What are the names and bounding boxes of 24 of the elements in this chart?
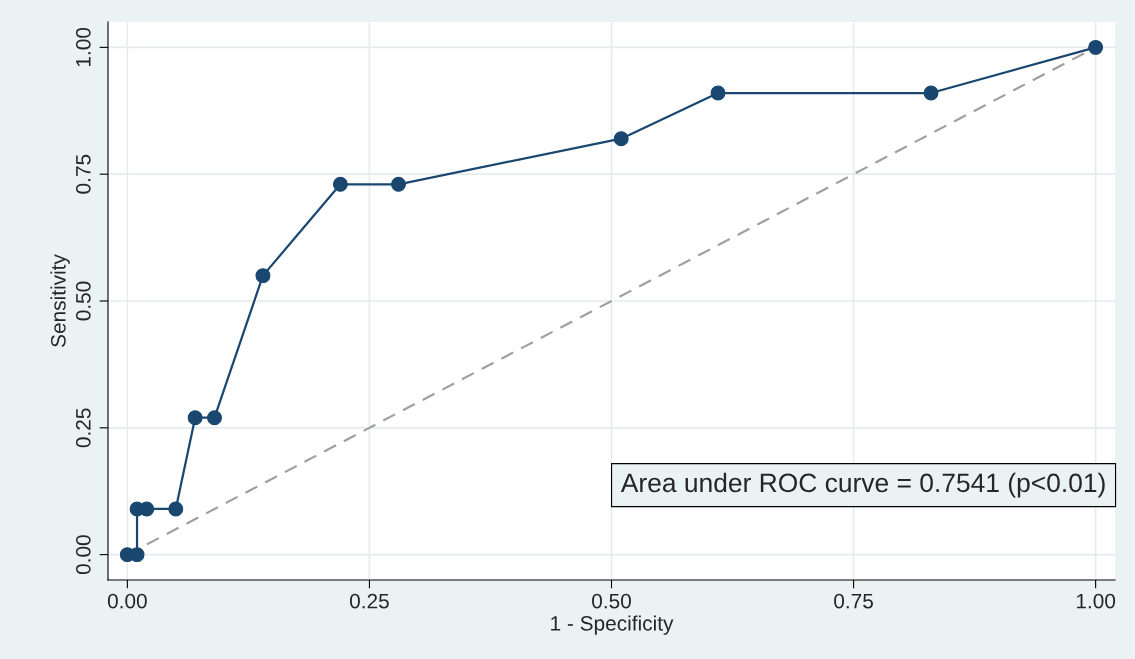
y-tick-label: 0.50 xyxy=(75,281,91,321)
point xyxy=(332,176,348,192)
y-tick-label: 1.00 xyxy=(75,27,91,67)
x-tick-label: 1.00 xyxy=(1076,593,1116,609)
y-tick-label: 0.75 xyxy=(75,154,91,194)
point xyxy=(923,85,939,101)
x-tick-label: 0.75 xyxy=(834,593,873,609)
point xyxy=(710,85,726,101)
point xyxy=(139,501,155,517)
y-tick-label: 0.25 xyxy=(75,408,91,448)
point xyxy=(255,268,271,284)
y-tick-label: 0.00 xyxy=(75,535,91,575)
point xyxy=(391,176,406,192)
point xyxy=(187,410,203,426)
x-tick-label: 0.25 xyxy=(349,593,389,609)
annotation: Area under ROC curve = 0.7541 (p<0.01) xyxy=(620,472,1105,498)
x-tick-label: 0.00 xyxy=(107,593,147,609)
y-axis-title: Sensitivity xyxy=(50,254,70,347)
x-tick-label: 0.50 xyxy=(592,593,631,609)
point xyxy=(168,501,184,517)
point xyxy=(1088,39,1104,55)
point xyxy=(613,131,629,147)
point xyxy=(207,410,222,426)
x-axis-title: 1 - Specificity xyxy=(551,615,674,635)
